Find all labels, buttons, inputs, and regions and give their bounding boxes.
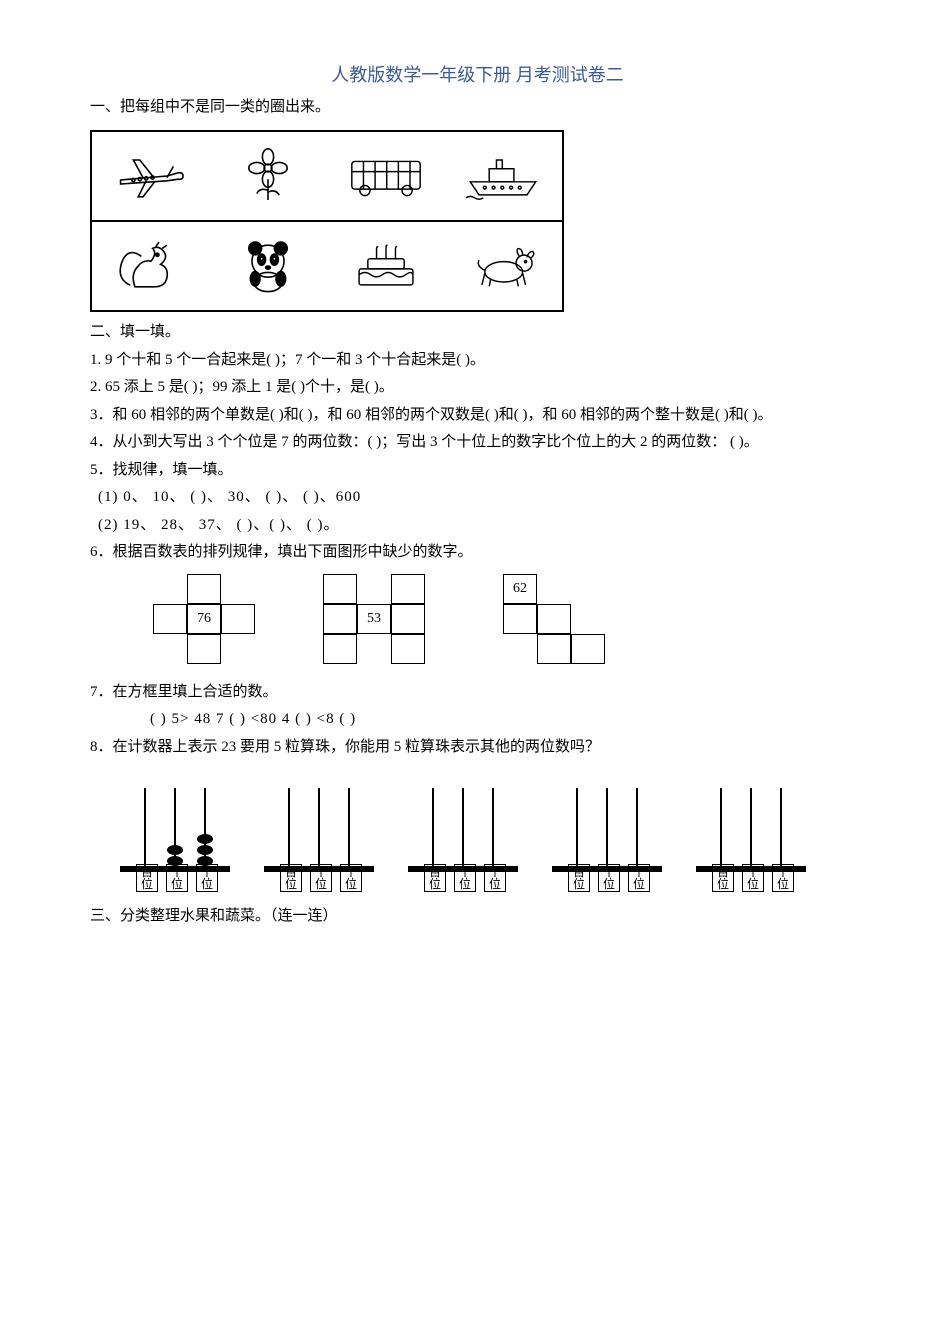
panda-icon (210, 231, 328, 301)
abacus-4: 百位 十位 个位 (552, 770, 662, 890)
cell-62: 62 (503, 574, 537, 604)
cell-76: 76 (187, 604, 221, 634)
q2-7: 7．在方框里填上合适的数。 (90, 680, 865, 706)
section-1-head: 一、把每组中不是同一类的圈出来。 (90, 95, 865, 121)
q2-5b: (2) 19、 28、 37、 ( )、( )、 ( )。 (90, 513, 865, 539)
ship-icon (445, 141, 563, 211)
q2-6: 6．根据百数表的排列规律，填出下面图形中缺少的数字。 (90, 540, 865, 566)
abacus-1: 百位 十位 个位 (120, 770, 230, 890)
label-shi: 十位 (166, 864, 188, 892)
q2-7-line: ( ) 5> 48 7 ( ) <80 4 ( ) <8 ( ) (90, 707, 865, 733)
label-bai: 百位 (136, 864, 158, 892)
cake-icon (327, 231, 445, 301)
classification-box (90, 130, 564, 312)
q2-1: 1. 9 个十和 5 个一合起来是( )；7 个一和 3 个十合起来是( )。 (90, 348, 865, 374)
shape-h-53: 53 (320, 574, 440, 670)
abacus-3: 百位 十位 个位 (408, 770, 518, 890)
q2-8: 8．在计数器上表示 23 要用 5 粒算珠，你能用 5 粒算珠表示其他的两位数吗… (90, 735, 865, 761)
label-ge: 个位 (196, 864, 218, 892)
q2-5: 5．找规律，填一填。 (90, 458, 865, 484)
shape-plus-76: 76 (150, 574, 260, 670)
section-2-head: 二、填一填。 (90, 320, 865, 346)
abacus-5: 百位 十位 个位 (696, 770, 806, 890)
abacus-2: 百位 十位 个位 (264, 770, 374, 890)
hundred-chart-shapes: 76 53 62 (150, 574, 865, 670)
abacus-row: 百位 十位 个位 百位 十位 个位 百位 十位 个位 百位 十位 个位 百位 十… (120, 770, 865, 890)
airplane-icon (92, 141, 210, 211)
cell-53: 53 (357, 604, 391, 634)
class-row-2 (92, 222, 562, 310)
page-title: 人教版数学一年级下册 月考测试卷二 (90, 60, 865, 91)
shape-stair-62: 62 (500, 574, 620, 670)
class-row-1 (92, 132, 562, 222)
bus-icon (327, 141, 445, 211)
flower-icon (210, 141, 328, 211)
section-3-head: 三、分类整理水果和蔬菜。（连一连） (90, 904, 865, 930)
q2-5a: (1) 0、 10、 ( )、 30、 ( )、 ( )、600 (90, 485, 865, 511)
squirrel-icon (92, 231, 210, 301)
q2-2: 2. 65 添上 5 是( )；99 添上 1 是( )个十，是( )。 (90, 375, 865, 401)
q2-3: 3．和 60 相邻的两个单数是( )和( )，和 60 相邻的两个双数是( )和… (90, 403, 865, 429)
dog-icon (445, 231, 563, 301)
q2-4: 4．从小到大写出 3 个个位是 7 的两位数：( )；写出 3 个十位上的数字比… (90, 430, 865, 456)
